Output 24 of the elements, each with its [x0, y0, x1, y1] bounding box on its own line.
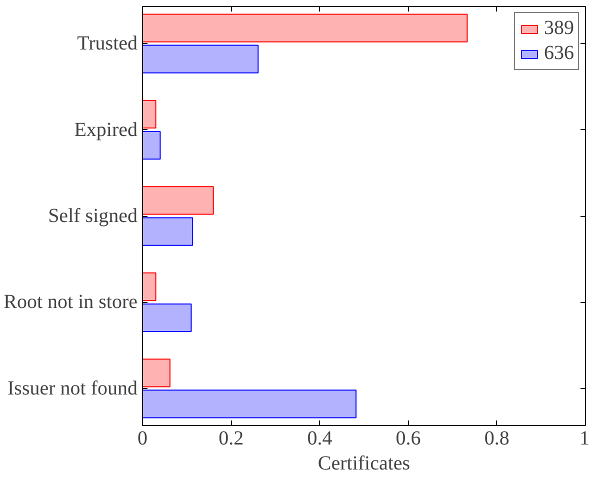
bar [142, 131, 161, 160]
bar [142, 217, 194, 246]
x-axis-title: Certificates [318, 452, 410, 474]
bar [142, 44, 259, 74]
bar [142, 303, 192, 332]
bar [142, 186, 214, 215]
x-tick-label: 0.6 [396, 428, 421, 450]
y-tick-label: Root not in store [4, 291, 138, 314]
y-tick-label: Trusted [77, 32, 138, 55]
x-tick-label: 0.2 [218, 428, 244, 450]
x-tick-label: 1 [580, 428, 589, 450]
bar [142, 358, 170, 388]
legend-label: 636 [544, 42, 574, 65]
x-tick-label: 0 [138, 428, 148, 450]
y-tick-label: Issuer not found [8, 377, 138, 400]
y-tick-label: Expired [74, 118, 138, 141]
x-tick-label: 0.8 [484, 428, 510, 450]
bar [142, 100, 156, 129]
bar [142, 390, 357, 418]
bar [142, 272, 156, 301]
y-tick-label: Self signed [48, 205, 138, 227]
legend-label: 389 [544, 17, 574, 40]
bar [142, 14, 468, 42]
x-tick-label: 0.4 [307, 428, 332, 450]
